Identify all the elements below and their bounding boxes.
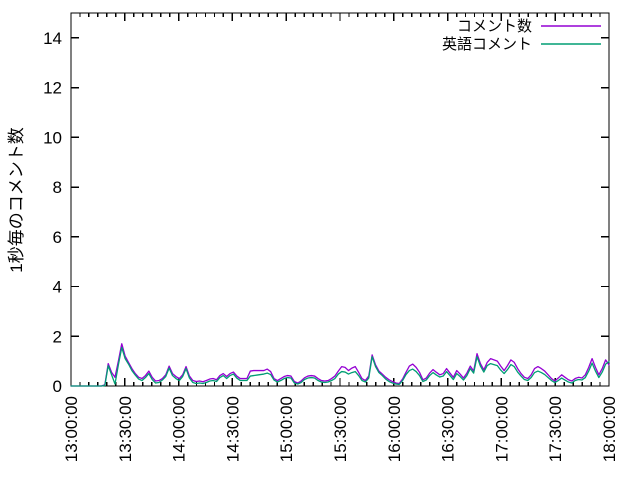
x-axis-tick-labels: 13:00:00 13:30:00 14:00:00 14:30:00 15:00:00… xyxy=(62,396,619,462)
series-lines xyxy=(70,343,610,387)
legend-label-1: 英語コメント xyxy=(442,35,532,53)
y-tick-label-6: 6 xyxy=(53,228,62,247)
y-tick-label-2: 2 xyxy=(53,327,62,346)
y-axis-ticks xyxy=(71,37,609,387)
y-tick-label-0: 0 xyxy=(53,377,62,396)
x-tick-label-6: 16:00:00 xyxy=(385,396,404,462)
x-tick-label-10: 18:00:00 xyxy=(600,396,619,462)
y-axis-title: 1秒毎のコメント数 xyxy=(7,127,26,272)
plot-frame xyxy=(70,12,610,387)
x-tick-label-9: 17:30:00 xyxy=(546,396,565,462)
y-tick-label-12: 12 xyxy=(43,79,62,98)
x-tick-label-1: 13:30:00 xyxy=(116,396,135,462)
x-tick-label-4: 15:00:00 xyxy=(277,396,296,462)
legend-label-0: コメント数 xyxy=(457,18,532,35)
x-tick-label-0: 13:00:00 xyxy=(62,396,81,462)
y-tick-label-10: 10 xyxy=(43,128,62,147)
x-tick-label-5: 15:30:00 xyxy=(331,396,350,462)
x-tick-label-2: 14:00:00 xyxy=(170,396,189,462)
y-axis-tick-labels: 0 2 4 6 8 10 12 14 xyxy=(43,29,62,396)
y-tick-label-14: 14 xyxy=(43,29,62,48)
series-line-comment-count xyxy=(70,343,610,387)
series-line-english-comment xyxy=(70,346,610,387)
x-tick-label-7: 16:30:00 xyxy=(439,396,458,462)
y-tick-label-4: 4 xyxy=(53,278,62,297)
x-tick-label-3: 14:30:00 xyxy=(223,396,242,462)
y-tick-label-8: 8 xyxy=(53,178,62,197)
x-tick-label-8: 17:00:00 xyxy=(492,396,511,462)
